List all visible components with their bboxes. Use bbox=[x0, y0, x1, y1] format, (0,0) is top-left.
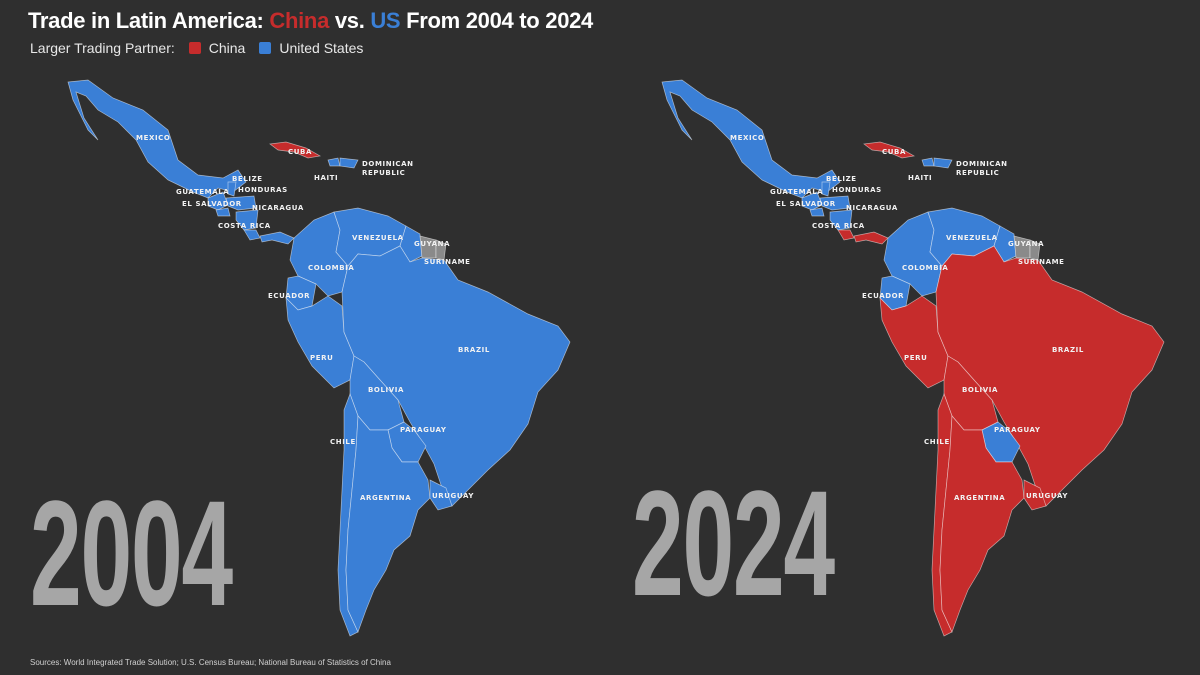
label-dominican-2: REPUBLIC bbox=[956, 169, 999, 177]
country-haiti bbox=[327, 157, 341, 167]
label-ecuador: ECUADOR bbox=[268, 292, 310, 300]
country-nicaragua bbox=[829, 209, 853, 231]
label-nicaragua: NICARAGUA bbox=[252, 204, 304, 212]
title-text-2: vs. bbox=[329, 8, 371, 33]
label-honduras: HONDURAS bbox=[238, 186, 288, 194]
label-guatemala: GUATEMALA bbox=[176, 188, 229, 196]
label-colombia: COLOMBIA bbox=[902, 264, 948, 272]
country-costa-rica bbox=[837, 229, 855, 241]
label-cuba: CUBA bbox=[288, 148, 312, 156]
label-peru: PERU bbox=[310, 354, 333, 362]
label-honduras: HONDURAS bbox=[832, 186, 882, 194]
country-guatemala bbox=[801, 191, 823, 211]
label-paraguay: PARAGUAY bbox=[994, 426, 1041, 434]
label-cuba: CUBA bbox=[882, 148, 906, 156]
map-2004: MEXICO CUBA HAITI DOMINICAN REPUBLIC BEL… bbox=[58, 70, 578, 650]
label-brazil: BRAZIL bbox=[458, 346, 490, 354]
label-haiti: HAITI bbox=[908, 174, 932, 182]
label-dominican-2: REPUBLIC bbox=[362, 169, 405, 177]
country-panama bbox=[259, 231, 295, 245]
country-guyana bbox=[399, 225, 423, 263]
country-guyana bbox=[993, 225, 1017, 263]
legend-item-us: United States bbox=[279, 40, 364, 56]
country-belize bbox=[227, 181, 237, 197]
label-belize: BELIZE bbox=[232, 175, 263, 183]
country-costa-rica bbox=[243, 229, 261, 241]
country-uruguay bbox=[1023, 479, 1047, 511]
country-argentina bbox=[345, 415, 431, 633]
year-label-2024: 2024 bbox=[632, 459, 835, 627]
label-ecuador: ECUADOR bbox=[862, 292, 904, 300]
label-dominican-1: DOMINICAN bbox=[956, 160, 1008, 168]
country-haiti bbox=[921, 157, 935, 167]
label-suriname: SURINAME bbox=[424, 258, 471, 266]
label-uruguay: URUGUAY bbox=[432, 492, 474, 500]
label-chile: CHILE bbox=[330, 438, 356, 446]
label-guyana: GUYANA bbox=[1008, 240, 1044, 248]
label-argentina: ARGENTINA bbox=[360, 494, 411, 502]
legend: Larger Trading Partner: China United Sta… bbox=[30, 40, 363, 56]
label-peru: PERU bbox=[904, 354, 927, 362]
country-dominican-republic bbox=[933, 157, 953, 169]
label-mexico: MEXICO bbox=[136, 134, 170, 142]
country-el-salvador bbox=[809, 207, 825, 217]
label-mexico: MEXICO bbox=[730, 134, 764, 142]
label-belize: BELIZE bbox=[826, 175, 857, 183]
country-argentina bbox=[939, 415, 1025, 633]
label-venezuela: VENEZUELA bbox=[946, 234, 998, 242]
country-belize bbox=[821, 181, 831, 197]
label-paraguay: PARAGUAY bbox=[400, 426, 447, 434]
country-el-salvador bbox=[215, 207, 231, 217]
chart-title: Trade in Latin America: China vs. US Fro… bbox=[28, 8, 593, 34]
label-bolivia: BOLIVIA bbox=[962, 386, 998, 394]
title-us: US bbox=[370, 8, 401, 33]
country-guatemala bbox=[207, 191, 229, 211]
label-guyana: GUYANA bbox=[414, 240, 450, 248]
year-label-2004: 2004 bbox=[30, 469, 233, 637]
label-costa-rica: COSTA RICA bbox=[812, 222, 865, 230]
legend-swatch-us bbox=[259, 42, 272, 54]
country-honduras bbox=[225, 195, 257, 211]
label-suriname: SURINAME bbox=[1018, 258, 1065, 266]
label-brazil: BRAZIL bbox=[1052, 346, 1084, 354]
title-text-1: Trade in Latin America: bbox=[28, 8, 270, 33]
label-chile: CHILE bbox=[924, 438, 950, 446]
source-note: Sources: World Integrated Trade Solution… bbox=[30, 658, 391, 667]
label-costa-rica: COSTA RICA bbox=[218, 222, 271, 230]
label-venezuela: VENEZUELA bbox=[352, 234, 404, 242]
label-bolivia: BOLIVIA bbox=[368, 386, 404, 394]
label-haiti: HAITI bbox=[314, 174, 338, 182]
label-dominican-1: DOMINICAN bbox=[362, 160, 414, 168]
title-china: China bbox=[269, 8, 330, 33]
legend-label: Larger Trading Partner: bbox=[30, 40, 175, 56]
country-nicaragua bbox=[235, 209, 259, 231]
legend-item-china: China bbox=[208, 40, 246, 56]
country-honduras bbox=[819, 195, 851, 211]
country-cuba bbox=[269, 141, 322, 159]
label-nicaragua: NICARAGUA bbox=[846, 204, 898, 212]
title-text-3: From 2004 to 2024 bbox=[400, 8, 593, 33]
label-el-salvador: EL SALVADOR bbox=[182, 200, 242, 208]
country-mexico bbox=[661, 79, 841, 199]
country-panama bbox=[853, 231, 889, 245]
country-dominican-republic bbox=[339, 157, 359, 169]
label-guatemala: GUATEMALA bbox=[770, 188, 823, 196]
label-colombia: COLOMBIA bbox=[308, 264, 354, 272]
label-uruguay: URUGUAY bbox=[1026, 492, 1068, 500]
label-el-salvador: EL SALVADOR bbox=[776, 200, 836, 208]
map-2024: MEXICO CUBA HAITI DOMINICAN REPUBLIC BEL… bbox=[652, 70, 1172, 650]
country-mexico bbox=[67, 79, 247, 199]
country-cuba bbox=[863, 141, 916, 159]
label-argentina: ARGENTINA bbox=[954, 494, 1005, 502]
country-uruguay bbox=[429, 479, 453, 511]
legend-swatch-china bbox=[188, 42, 201, 54]
